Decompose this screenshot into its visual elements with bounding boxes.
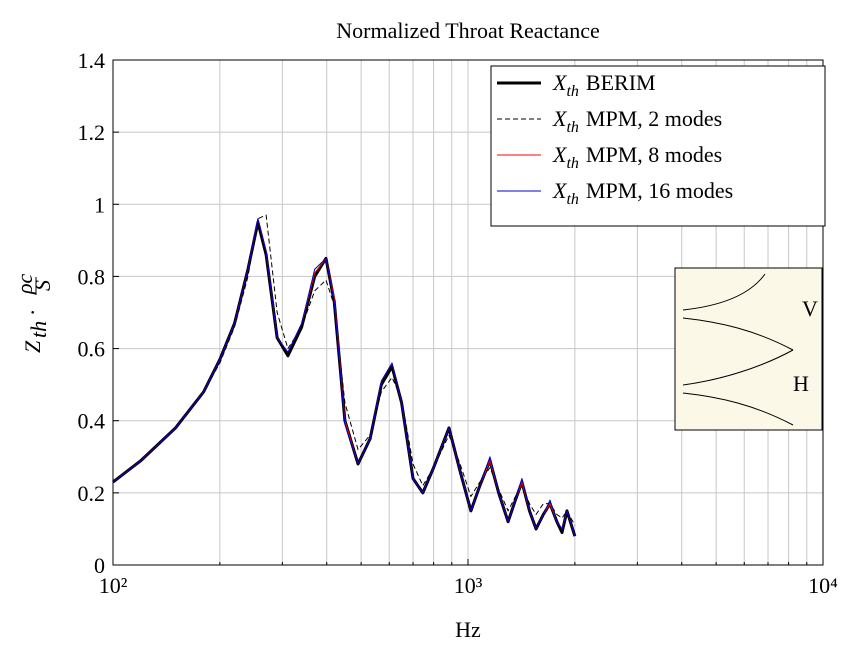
legend-name: MPM, 2 modes [586,106,722,131]
inset-curve [682,317,794,351]
legend-symbol: X [552,142,568,167]
y-label-sub: th [26,321,51,338]
y-tick-label: 0 [94,553,105,578]
legend-name: BERIM [586,70,656,95]
x-axis-label: Hz [455,617,481,642]
series-line [112,214,576,526]
legend-symbol: X [552,70,568,95]
y-tick-label: 0.4 [78,409,106,434]
y-tick-label: 1.4 [78,48,106,73]
legend-symbol: X [552,106,568,131]
inset-curve [682,273,766,311]
x-tick-label: 10⁴ [808,573,838,598]
y-label-base: Z [20,340,45,353]
legend-label: Xth MPM, 8 modes [552,142,722,172]
legend-label: Xth MPM, 2 modes [552,106,722,136]
y-tick-label: 0.8 [78,264,106,289]
legend-symbol-sub: th [566,191,578,208]
y-label-frac-num: ρc [12,273,37,295]
legend-name: MPM, 8 modes [586,142,722,167]
legend-box [490,65,826,227]
y-tick-label: 0.2 [78,481,106,506]
chart-title: Normalized Throat Reactance [336,18,599,43]
y-tick-label: 1.2 [78,120,106,145]
y-label-dot: · [20,309,45,316]
inset: V H [674,267,823,431]
legend-symbol-sub: th [566,119,578,136]
legend-label: Xth BERIM [552,70,656,100]
series-line [112,220,577,537]
legend-label: Xth MPM, 16 modes [552,178,733,208]
y-axis-label: Z th · ρc S [12,273,55,353]
x-tick-label: 10² [99,573,128,598]
legend-name: MPM, 16 modes [586,178,733,203]
inset-curve [682,349,794,386]
legend-symbol-sub: th [566,83,578,100]
y-tick-label: 0.6 [78,337,106,362]
series-line [112,218,576,537]
legend-symbol-sub: th [566,155,578,172]
y-label-frac-den: S [30,280,55,291]
y-tick-label: 1 [94,192,105,217]
x-tick-label: 10³ [454,573,483,598]
inset-box [674,267,823,431]
series-line [112,218,576,537]
inset-curve [682,392,794,426]
legend-symbol: X [552,178,568,203]
inset-label: V [802,296,818,321]
inset-label: H [793,371,809,396]
